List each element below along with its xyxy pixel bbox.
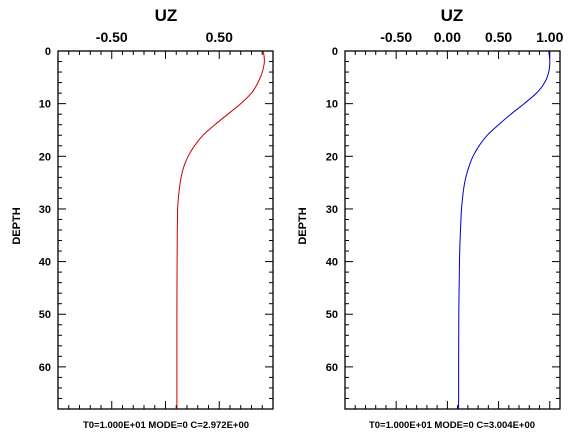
uz-curve-line [176, 50, 265, 409]
plot-frame [57, 50, 274, 410]
y-tick-label: 10 [39, 99, 51, 111]
y-tick-label: 20 [326, 151, 338, 163]
y-axis-label: DEPTH [11, 207, 23, 244]
y-tick-label: 60 [326, 362, 338, 374]
x-tick-labels: -0.50 0.00 0.50 1.00 [380, 29, 563, 45]
mode-caption: T0=1.000E+01 MODE=0 C=3.004E+00 [369, 420, 535, 431]
y-tick-label: 20 [39, 151, 51, 163]
x-tick-label: -0.50 [96, 29, 128, 45]
y-tick-labels: 0 10 20 30 40 50 60 [39, 46, 51, 374]
uz-panel-right: UZ -0.50 0.00 0.50 1.00 0 10 20 30 40 50 60 DEPTH… [297, 6, 564, 431]
y-tick-label: 50 [39, 309, 51, 321]
x-tick-label: 0.50 [206, 29, 233, 45]
y-tick-label: 30 [39, 204, 51, 216]
x-tick-label: 0.50 [485, 29, 512, 45]
y-tick-label: 0 [332, 46, 338, 58]
y-tick-labels: 0 10 20 30 40 50 60 [326, 46, 338, 374]
uz-panel-left: UZ -0.50 0.50 0 10 20 30 40 50 60 DEPTH T0=1.00… [11, 6, 274, 431]
plot-frame [344, 50, 561, 410]
y-tick-label: 0 [45, 46, 51, 58]
y-tick-label: 10 [326, 99, 338, 111]
y-tick-label: 40 [326, 257, 338, 269]
y-tick-label: 30 [326, 204, 338, 216]
chart-title: UZ [441, 6, 464, 25]
y-tick-label: 60 [39, 362, 51, 374]
uz-curve-line [458, 50, 551, 409]
y-tick-label: 40 [39, 257, 51, 269]
mode-caption: T0=1.000E+01 MODE=0 C=2.972E+00 [83, 420, 249, 431]
x-tick-label: -0.50 [380, 29, 412, 45]
plot-border [57, 50, 274, 410]
x-tick-labels: -0.50 0.50 [96, 29, 233, 45]
chart-title: UZ [155, 6, 178, 25]
plot-border [344, 50, 561, 410]
y-axis-label: DEPTH [297, 207, 309, 244]
x-tick-label: 0.00 [434, 29, 461, 45]
x-tick-label: 1.00 [536, 29, 563, 45]
y-tick-label: 50 [326, 309, 338, 321]
